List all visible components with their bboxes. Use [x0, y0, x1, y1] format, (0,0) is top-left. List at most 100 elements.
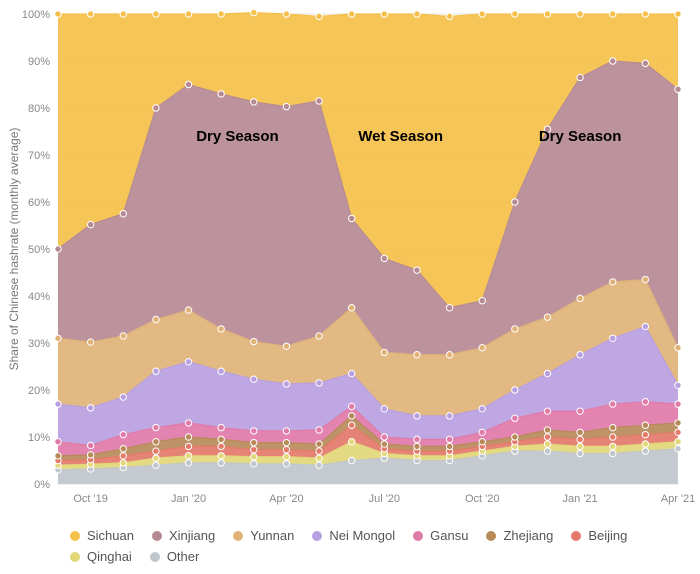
marker-yunnan [577, 295, 583, 301]
y-tick-label: 10% [28, 432, 50, 444]
marker-sichuan [446, 13, 452, 19]
marker-nei_mongol [348, 370, 354, 376]
marker-gansu [316, 427, 322, 433]
marker-gansu [414, 436, 420, 442]
legend-label: Yunnan [250, 528, 294, 543]
marker-zhejiang [120, 446, 126, 452]
legend-swatch [150, 552, 160, 562]
marker-xinjiang [446, 305, 452, 311]
marker-zhejiang [55, 453, 61, 459]
marker-yunnan [87, 339, 93, 345]
marker-sichuan [642, 11, 648, 17]
season-annotation: Dry Season [196, 128, 279, 145]
marker-gansu [120, 431, 126, 437]
marker-beijing [251, 446, 257, 452]
legend-label: Beijing [588, 528, 627, 543]
marker-yunnan [414, 352, 420, 358]
marker-qinghai [610, 443, 616, 449]
legend-item-xinjiang: Xinjiang [152, 528, 215, 543]
marker-xinjiang [218, 91, 224, 97]
y-tick-label: 100% [22, 9, 50, 21]
marker-qinghai [675, 439, 681, 445]
marker-beijing [577, 436, 583, 442]
marker-beijing [544, 434, 550, 440]
marker-yunnan [610, 279, 616, 285]
legend-label: Other [167, 549, 200, 564]
legend-label: Xinjiang [169, 528, 215, 543]
marker-nei_mongol [675, 382, 681, 388]
x-tick-label: Jul '20 [369, 493, 400, 505]
legend-swatch [70, 531, 80, 541]
marker-gansu [512, 415, 518, 421]
marker-sichuan [479, 11, 485, 17]
marker-yunnan [544, 314, 550, 320]
marker-other [675, 446, 681, 452]
legend-item-yunnan: Yunnan [233, 528, 294, 543]
marker-xinjiang [55, 246, 61, 252]
marker-nei_mongol [251, 376, 257, 382]
marker-beijing [642, 431, 648, 437]
marker-xinjiang [675, 86, 681, 92]
marker-sichuan [348, 11, 354, 17]
marker-beijing [185, 443, 191, 449]
y-tick-label: 60% [28, 197, 50, 209]
legend-label: Gansu [430, 528, 468, 543]
marker-zhejiang [610, 424, 616, 430]
marker-sichuan [610, 11, 616, 17]
marker-xinjiang [381, 255, 387, 261]
marker-qinghai [348, 439, 354, 445]
marker-other [642, 448, 648, 454]
marker-qinghai [120, 460, 126, 466]
marker-qinghai [218, 453, 224, 459]
marker-yunnan [381, 349, 387, 355]
marker-gansu [381, 434, 387, 440]
marker-zhejiang [153, 439, 159, 445]
marker-qinghai [153, 455, 159, 461]
marker-other [316, 462, 322, 468]
marker-yunnan [120, 333, 126, 339]
marker-zhejiang [675, 420, 681, 426]
marker-yunnan [153, 316, 159, 322]
marker-gansu [348, 403, 354, 409]
hashrate-stacked-area-chart: 0%10%20%30%40%50%60%70%80%90%100%Oct '19… [0, 0, 700, 520]
marker-other [577, 450, 583, 456]
y-tick-label: 50% [28, 244, 50, 256]
marker-qinghai [283, 454, 289, 460]
y-axis-title: Share of Chinese hashrate (monthly avera… [7, 128, 21, 371]
legend-label: Nei Mongol [329, 528, 395, 543]
marker-nei_mongol [87, 405, 93, 411]
legend-swatch [70, 552, 80, 562]
legend-item-nei_mongol: Nei Mongol [312, 528, 395, 543]
marker-xinjiang [414, 267, 420, 273]
x-tick-label: Jan '21 [563, 493, 598, 505]
marker-nei_mongol [381, 406, 387, 412]
marker-zhejiang [479, 439, 485, 445]
legend-item-qinghai: Qinghai [70, 549, 132, 564]
marker-nei_mongol [479, 406, 485, 412]
chart-legend: SichuanXinjiangYunnanNei MongolGansuZhej… [0, 520, 700, 564]
marker-gansu [577, 408, 583, 414]
marker-other [218, 460, 224, 466]
marker-xinjiang [120, 211, 126, 217]
x-tick-label: Oct '20 [465, 493, 500, 505]
y-tick-label: 20% [28, 385, 50, 397]
marker-yunnan [642, 276, 648, 282]
marker-qinghai [316, 455, 322, 461]
legend-label: Sichuan [87, 528, 134, 543]
x-tick-label: Jan '20 [171, 493, 206, 505]
marker-beijing [283, 446, 289, 452]
marker-other [610, 450, 616, 456]
marker-zhejiang [381, 441, 387, 447]
marker-qinghai [185, 453, 191, 459]
marker-zhejiang [544, 427, 550, 433]
marker-yunnan [185, 307, 191, 313]
legend-label: Qinghai [87, 549, 132, 564]
marker-zhejiang [446, 443, 452, 449]
marker-other [251, 461, 257, 467]
legend-swatch [413, 531, 423, 541]
marker-beijing [610, 434, 616, 440]
legend-item-other: Other [150, 549, 200, 564]
marker-sichuan [153, 11, 159, 17]
marker-sichuan [512, 11, 518, 17]
marker-beijing [218, 443, 224, 449]
